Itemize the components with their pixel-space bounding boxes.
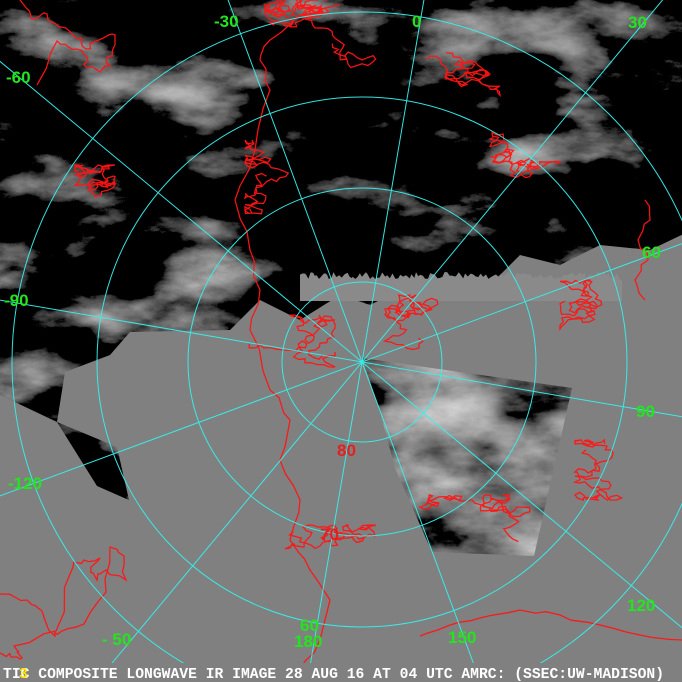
svg-text:-60: -60 bbox=[6, 68, 31, 87]
svg-text:80: 80 bbox=[337, 441, 356, 460]
svg-text:60: 60 bbox=[642, 243, 661, 262]
svg-text:0: 0 bbox=[412, 12, 421, 31]
svg-text:150: 150 bbox=[448, 628, 476, 647]
svg-text:180: 180 bbox=[294, 632, 322, 651]
svg-text:-30: -30 bbox=[214, 12, 239, 31]
svg-text:90: 90 bbox=[636, 402, 655, 421]
svg-text:TIC COMPOSITE LONGWAVE IR IMAG: TIC COMPOSITE LONGWAVE IR IMAGE 28 AUG 1… bbox=[3, 667, 664, 682]
svg-text:30: 30 bbox=[628, 13, 647, 32]
svg-text:70: 70 bbox=[320, 525, 339, 544]
svg-text:3: 3 bbox=[19, 667, 28, 682]
svg-text:- 50: - 50 bbox=[102, 630, 131, 649]
svg-text:-90: -90 bbox=[4, 291, 29, 310]
svg-text:120: 120 bbox=[627, 596, 655, 615]
svg-text:-120: -120 bbox=[8, 474, 42, 493]
